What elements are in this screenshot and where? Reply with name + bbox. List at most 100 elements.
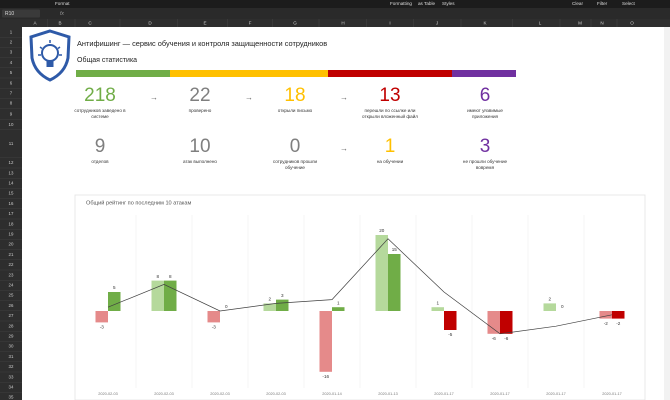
x-tick-label: 2020-01-13	[378, 392, 397, 396]
logo	[29, 29, 71, 82]
stat-label: не прошли обучение вовремя	[462, 159, 508, 170]
section-title: Общая статистика	[77, 56, 137, 64]
row-header: 30	[9, 344, 14, 349]
bar	[263, 303, 276, 311]
row-header: 2	[10, 39, 13, 44]
row-header: 19	[9, 231, 14, 236]
data-label: -3	[212, 325, 217, 330]
row-header: 15	[9, 191, 14, 196]
bar	[599, 311, 612, 319]
row-header: 12	[9, 160, 14, 165]
name-box[interactable]	[2, 9, 40, 18]
flow-arrow: →	[340, 93, 348, 102]
data-label: 5	[113, 285, 116, 290]
stat-value: 0	[289, 136, 301, 157]
stat-label: атак выполнено	[183, 159, 217, 164]
column-header: B	[58, 20, 61, 25]
bar	[375, 235, 388, 311]
color-segment	[76, 70, 170, 77]
toolbar-item: as Table	[418, 1, 435, 6]
x-tick-label: 2020-01-17	[546, 392, 565, 396]
data-label: -16	[322, 374, 329, 379]
data-label: 8	[156, 274, 159, 279]
scrollbar[interactable]	[664, 27, 670, 400]
column-header: K	[483, 20, 487, 25]
stat-value: 9	[94, 136, 106, 157]
row-header: 4	[10, 60, 13, 65]
stat-label: имеют уязвимые приложения	[467, 108, 503, 119]
row-header: 23	[9, 272, 14, 277]
stat-value: 1	[384, 136, 396, 157]
row-header: 22	[9, 262, 14, 267]
data-label: -6	[492, 336, 497, 341]
row-header: 27	[9, 313, 14, 318]
bar	[164, 280, 177, 311]
bar	[276, 299, 289, 311]
stat-value: 3	[479, 136, 491, 157]
toolbar-item: Clear	[572, 1, 583, 6]
data-label: 15	[392, 247, 398, 252]
row-header: 29	[9, 333, 14, 338]
row-header: 5	[10, 70, 13, 75]
row-header: 10	[9, 122, 14, 127]
column-header: O	[630, 20, 634, 25]
ribbon	[0, 0, 670, 8]
toolbar-item: Formatting	[390, 1, 412, 6]
row-header: 3	[10, 50, 13, 55]
x-tick-label: 2020-01-17	[602, 392, 621, 396]
bar	[487, 311, 500, 334]
bar	[543, 303, 556, 311]
column-header: J	[436, 20, 438, 25]
column-header: N	[600, 20, 603, 25]
row-header: 21	[9, 252, 14, 257]
data-label: 2	[548, 297, 551, 302]
x-tick-label: 2020-01-14	[322, 392, 341, 396]
row-header: 24	[9, 282, 14, 287]
stat-label: проверено	[188, 108, 212, 113]
x-tick-label: 2020-02-03	[210, 392, 229, 396]
chart-title: Общий рейтинг по последним 10 атакам	[86, 199, 191, 206]
row-header: 25	[9, 293, 14, 298]
data-label: 0	[225, 304, 228, 309]
toolbar-item: Select	[622, 1, 635, 6]
row-header: 18	[9, 221, 14, 226]
column-header: E	[203, 20, 206, 25]
bar	[95, 311, 108, 323]
row-header: 1	[10, 29, 13, 34]
column-header: C	[88, 20, 92, 25]
stat-label: на обучении	[376, 159, 404, 164]
bar	[319, 311, 332, 372]
bar	[431, 307, 444, 311]
data-label: 1	[436, 300, 439, 305]
toolbar-item: Filter	[597, 1, 608, 6]
row-header: 11	[9, 141, 14, 146]
column-header: H	[341, 20, 344, 25]
bar	[108, 292, 121, 311]
column-header-bar	[0, 19, 670, 27]
chart-frame	[74, 194, 646, 400]
row-header: 35	[9, 395, 14, 400]
stat-value: 6	[479, 85, 491, 106]
data-label: -6	[504, 336, 509, 341]
data-label: -3	[100, 325, 105, 330]
row-header: 6	[10, 80, 13, 85]
column-header: G	[293, 20, 297, 25]
column-header: L	[539, 20, 542, 25]
flow-arrow: →	[340, 144, 348, 153]
color-segment	[328, 70, 452, 77]
stat-value: 10	[189, 136, 211, 157]
row-header: 26	[9, 303, 14, 308]
formula-bar	[0, 8, 670, 19]
data-label: -5	[448, 332, 453, 337]
column-header: I	[389, 20, 390, 25]
stat-value: 18	[284, 85, 306, 106]
flow-arrow: →	[150, 93, 158, 102]
x-tick-label: 2020-01-17	[490, 392, 509, 396]
trend-line	[107, 238, 613, 335]
data-label: 3	[281, 293, 284, 298]
bar	[388, 254, 401, 311]
stat-value: 22	[189, 85, 211, 106]
stat-value: 13	[379, 85, 401, 106]
